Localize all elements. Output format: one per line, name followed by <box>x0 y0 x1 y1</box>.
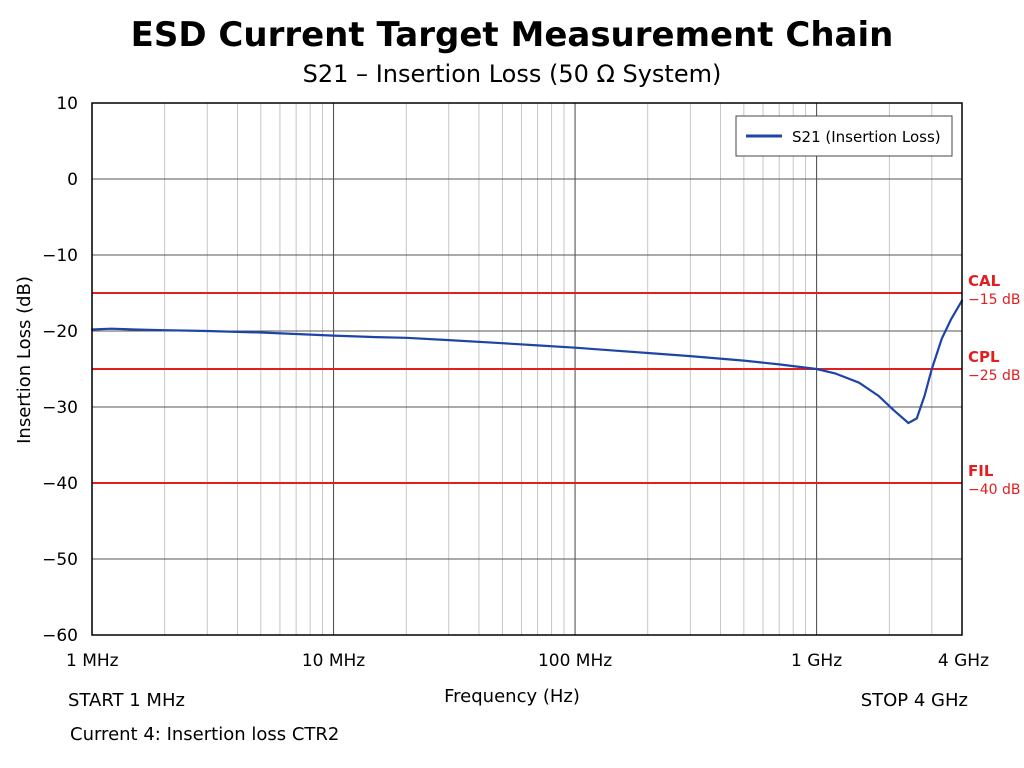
reference-value-cal: −15 dB <box>968 292 1021 308</box>
trace-note: Current 4: Insertion loss CTR2 <box>70 724 339 745</box>
series-line-s21 <box>90 299 964 425</box>
y-tick-label: −30 <box>42 398 78 418</box>
x-tick-label: 100 MHz <box>538 651 612 671</box>
y-tick-label: −60 <box>42 626 78 646</box>
y-tick-label: 0 <box>67 170 78 190</box>
x-tick-label: 4 GHz <box>938 651 989 671</box>
x-tick-label: 1 MHz <box>66 651 119 671</box>
reference-name-cpl: CPL <box>968 348 1000 366</box>
reference-name-cal: CAL <box>968 272 1001 290</box>
reference-value-fil: −40 dB <box>968 482 1021 498</box>
series-layer <box>90 299 964 425</box>
x-tick-label: 10 MHz <box>302 651 365 671</box>
stop-frequency: STOP 4 GHz <box>861 690 968 711</box>
y-tick-label: −50 <box>42 550 78 570</box>
legend: S21 (Insertion Loss) <box>735 115 953 157</box>
reference-value-cpl: −25 dB <box>968 368 1021 384</box>
y-tick-label: −40 <box>42 474 78 494</box>
x-tick-label: 1 GHz <box>791 651 842 671</box>
reference-name-fil: FIL <box>968 462 994 480</box>
plot-frame <box>91 102 963 636</box>
start-frequency: START 1 MHz <box>68 690 185 711</box>
x-axis-label: Frequency (Hz) <box>444 686 580 707</box>
y-tick-label: −10 <box>42 246 78 266</box>
y-tick-label: 10 <box>56 94 78 114</box>
legend-entry: S21 (Insertion Loss) <box>792 128 941 146</box>
chart-title: ESD Current Target Measurement Chain <box>131 15 894 55</box>
chart-subtitle: S21 – Insertion Loss (50 Ω System) <box>303 60 722 88</box>
y-axis-label: Insertion Loss (dB) <box>14 276 35 444</box>
y-tick-label: −20 <box>42 322 78 342</box>
reference-lines <box>92 292 962 484</box>
reference-labels: CAL −15 dB CPL −25 dB FIL −40 dB <box>968 272 1021 498</box>
tick-labels: 10 0 −10 −20 −30 −40 −50 −60 1 MHz 10 MHz 100 MHz 1… <box>42 94 989 671</box>
